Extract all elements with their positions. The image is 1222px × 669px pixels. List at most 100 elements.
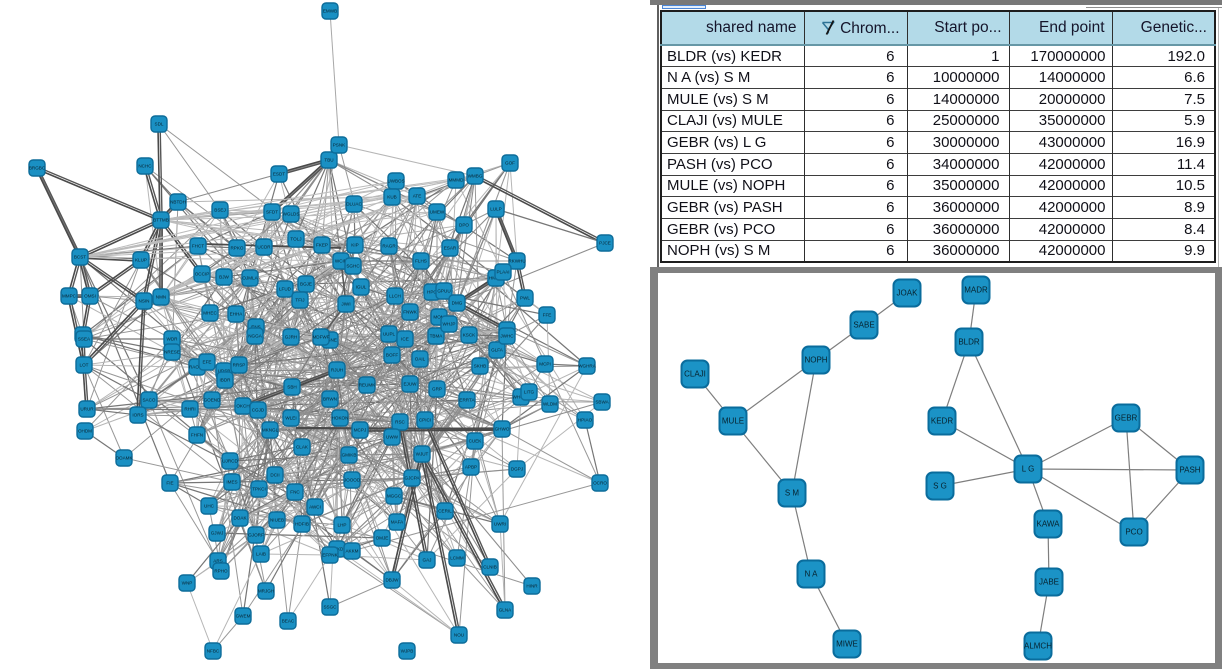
svg-text:NBTDH: NBTDH	[170, 200, 186, 205]
svg-text:MKNGL: MKNGL	[262, 428, 279, 433]
svg-text:LULP: LULP	[490, 207, 502, 212]
svg-text:MCPJ: MCPJ	[354, 428, 367, 433]
svg-text:FNC: FNC	[290, 490, 300, 495]
svg-text:RRSP: RRSP	[233, 363, 246, 368]
svg-text:LFUD: LFUD	[279, 287, 292, 292]
svg-text:OOAMK: OOAMK	[115, 456, 133, 461]
svg-text:GJWJ: GJWJ	[211, 531, 224, 536]
svg-text:UMEW: UMEW	[430, 210, 445, 215]
svg-text:ATE: ATE	[413, 194, 422, 199]
svg-text:FLHS: FLHS	[415, 259, 427, 264]
svg-text:KIP: KIP	[351, 243, 358, 248]
svg-text:ERRTA: ERRTA	[459, 398, 475, 403]
svg-text:KISNE: KISNE	[323, 338, 337, 343]
svg-text:GLNA: GLNA	[499, 608, 512, 613]
svg-text:UWBOS: UWBOS	[387, 179, 404, 184]
svg-text:WGHRA: WGHRA	[578, 364, 597, 369]
svg-text:WLEI: WLEI	[285, 416, 296, 421]
svg-text:NIUEB: NIUEB	[270, 518, 284, 523]
svg-text:MMPC: MMPC	[62, 294, 77, 299]
svg-text:UHC: UHC	[204, 504, 215, 509]
svg-text:CUEK: CUEK	[469, 439, 483, 444]
svg-text:BTTMB: BTTMB	[153, 218, 169, 223]
svg-text:CGJD: CGJD	[252, 408, 265, 413]
svg-text:DCII: DCII	[270, 473, 279, 478]
svg-text:NSIN: NSIN	[139, 299, 150, 304]
svg-text:NOPH: NOPH	[804, 356, 827, 365]
svg-text:WGLDS: WGLDS	[283, 212, 300, 217]
svg-text:PSNK: PSNK	[333, 143, 346, 148]
svg-text:HPG: HPG	[427, 290, 437, 295]
svg-text:HINR: HINR	[526, 584, 538, 589]
svg-text:NGGA: NGGA	[248, 334, 262, 339]
svg-text:GJCPA: GJCPA	[405, 476, 421, 481]
svg-text:REUMK: REUMK	[359, 383, 377, 388]
svg-text:TBU: TBU	[324, 158, 333, 163]
svg-text:PCO: PCO	[1125, 528, 1142, 537]
svg-text:APBP: APBP	[465, 465, 477, 470]
svg-text:DBJW: DBJW	[385, 578, 399, 583]
svg-text:CLAJI: CLAJI	[684, 370, 706, 379]
svg-text:MAFA: MAFA	[391, 520, 404, 525]
svg-text:RKWHU: RKWHU	[508, 259, 525, 264]
svg-text:WHJP: WHJP	[442, 322, 455, 327]
svg-text:GOF: GOF	[505, 161, 515, 166]
svg-text:NRESE: NRESE	[164, 350, 180, 355]
svg-text:LLCH: LLCH	[389, 294, 401, 299]
svg-text:MOM: MOM	[433, 315, 444, 320]
svg-text:JOAK: JOAK	[897, 289, 919, 298]
svg-text:JABE: JABE	[1039, 578, 1059, 587]
svg-text:JIWI: JIWI	[341, 302, 350, 307]
svg-text:FFE: FFE	[543, 313, 552, 318]
svg-text:SKHB: SKHB	[474, 364, 487, 369]
svg-text:NFBC: NFBC	[207, 649, 220, 654]
svg-text:S G: S G	[933, 482, 947, 491]
svg-text:BJW: BJW	[219, 275, 229, 280]
svg-text:OAIL: OAIL	[415, 357, 426, 362]
svg-text:MRJGH: MRJGH	[258, 589, 274, 594]
svg-text:MMMD: MMMD	[449, 178, 464, 183]
svg-text:RAOFU: RAOFU	[189, 365, 205, 370]
svg-text:WCIR: WCIR	[335, 259, 348, 264]
svg-text:DOAK: DOAK	[233, 516, 247, 521]
svg-text:FHFN: FHFN	[191, 433, 203, 438]
svg-text:EHHA: EHHA	[230, 312, 244, 317]
svg-text:DMG: DMG	[452, 301, 463, 306]
svg-text:OCRO: OCRO	[593, 481, 607, 486]
svg-text:KAWA: KAWA	[1037, 520, 1061, 529]
svg-text:AWCI: AWCI	[309, 505, 321, 510]
svg-text:WNP: WNP	[182, 581, 193, 586]
svg-text:BOFF: BOFF	[386, 353, 398, 358]
svg-text:NMN: NMN	[156, 295, 166, 300]
svg-text:UWW: UWW	[386, 435, 399, 440]
svg-text:SBWA: SBWA	[595, 400, 609, 405]
svg-text:CPICI: CPICI	[419, 418, 431, 423]
svg-text:JOOOD: JOOOD	[344, 478, 361, 483]
svg-text:GLFA: GLFA	[491, 348, 504, 353]
svg-text:OKCH: OKCH	[236, 404, 249, 409]
svg-text:MDFWF: MDFWF	[312, 335, 329, 340]
svg-text:MADR: MADR	[964, 286, 988, 295]
svg-text:UCDR: UCDR	[257, 245, 271, 250]
svg-text:GEBR: GEBR	[1115, 414, 1138, 423]
svg-text:LAIB: LAIB	[256, 552, 266, 557]
svg-text:NCHC: NCHC	[138, 164, 152, 169]
svg-text:ARS: ARS	[213, 559, 222, 564]
svg-text:PLAAI: PLAAI	[496, 270, 509, 275]
svg-text:OCCIP: OCCIP	[195, 272, 210, 277]
svg-text:NOU: NOU	[454, 633, 464, 638]
svg-text:UJRCD: UJRCD	[222, 459, 238, 464]
svg-text:OHDM: OHDM	[78, 429, 92, 434]
svg-text:GMIKB: GMIKB	[342, 453, 357, 458]
svg-text:L G: L G	[1022, 465, 1035, 474]
svg-text:OJMLA: OJMLA	[242, 276, 258, 281]
svg-text:PJCE: PJCE	[599, 241, 611, 246]
svg-text:EFPNK: EFPNK	[322, 553, 338, 558]
svg-text:SSGC: SSGC	[323, 605, 337, 610]
svg-text:CLAK: CLAK	[296, 445, 309, 450]
svg-text:SBH: SBH	[287, 385, 296, 390]
svg-text:N A: N A	[805, 570, 819, 579]
svg-text:TBMA: TBMA	[430, 334, 444, 339]
svg-text:WMBG: WMBG	[468, 174, 483, 179]
svg-text:RSC: RSC	[395, 420, 405, 425]
